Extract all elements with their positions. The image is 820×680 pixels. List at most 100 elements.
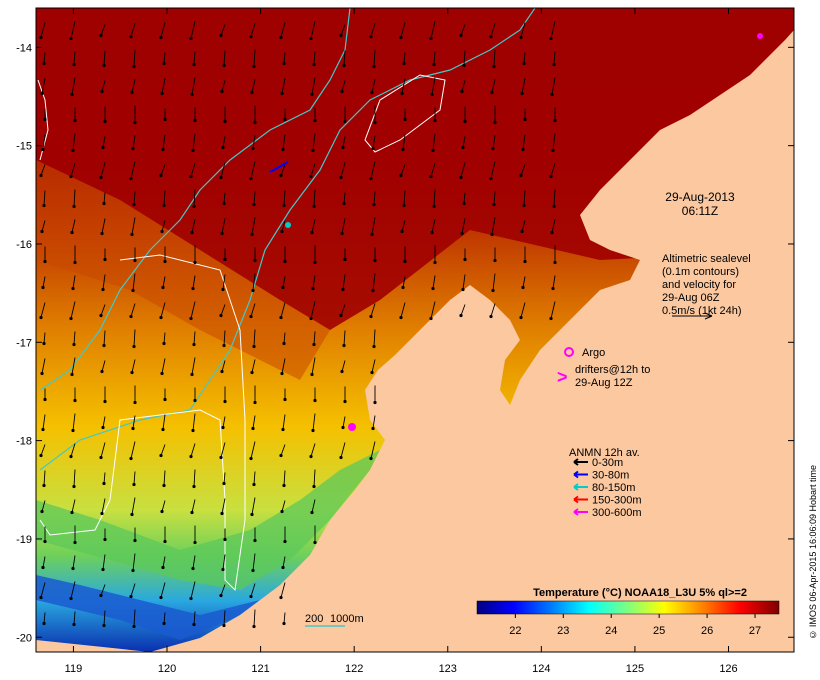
velocity-arrow-head: [460, 231, 464, 236]
velocity-arrow-head: [159, 315, 163, 320]
velocity-arrow-head: [103, 537, 107, 542]
velocity-arrow: [343, 330, 346, 346]
velocity-arrow-head: [100, 511, 104, 516]
velocity-arrow: [162, 414, 166, 430]
velocity-arrow: [520, 22, 526, 38]
velocity-arrow: [523, 190, 526, 206]
velocity-arrow: [403, 52, 406, 64]
velocity-arrow-head: [250, 370, 254, 375]
velocity-arrow: [133, 329, 136, 347]
velocity-arrow: [550, 163, 556, 177]
velocity-arrow-head: [133, 538, 137, 543]
altimetry-line1: Altimetric sealevel: [662, 253, 751, 265]
velocity-arrow-head: [340, 369, 344, 374]
velocity-arrow-head: [130, 90, 134, 95]
velocity-arrow-head: [73, 398, 77, 403]
velocity-arrow-head: [163, 539, 167, 544]
velocity-arrow-head: [430, 230, 434, 235]
velocity-arrow-head: [310, 92, 314, 97]
velocity-arrow-head: [402, 61, 406, 66]
velocity-arrow-head: [129, 176, 133, 181]
lon-tick-label: 125: [626, 663, 644, 675]
velocity-arrow: [40, 164, 46, 176]
velocity-arrow-head: [42, 621, 46, 626]
velocity-arrow: [462, 136, 466, 148]
velocity-arrow-head: [519, 173, 523, 178]
velocity-arrow: [250, 23, 256, 37]
velocity-arrow: [103, 330, 106, 346]
velocity-arrow: [522, 276, 526, 288]
velocity-arrow-head: [41, 285, 45, 290]
velocity-arrow: [341, 218, 346, 234]
velocity-arrow: [221, 498, 226, 514]
velocity-arrow-head: [39, 315, 43, 320]
velocity-arrow: [220, 304, 226, 316]
velocity-arrow: [133, 609, 136, 627]
velocity-arrow: [132, 273, 136, 291]
velocity-arrow-head: [313, 540, 317, 545]
velocity-arrow-head: [161, 427, 165, 432]
velocity-arrow: [103, 192, 106, 204]
velocity-arrow: [341, 360, 346, 372]
velocity-arrow-head: [402, 203, 406, 208]
velocity-arrow-head: [219, 455, 223, 460]
velocity-arrow: [131, 217, 136, 235]
velocity-arrow: [70, 301, 76, 319]
velocity-arrow: [491, 79, 496, 93]
velocity-arrow: [253, 329, 256, 347]
lon-tick-label: 121: [251, 663, 269, 675]
velocity-arrow-head: [129, 314, 133, 319]
velocity-arrow: [493, 191, 496, 205]
velocity-arrow-head: [429, 316, 433, 321]
velocity-arrow: [460, 24, 466, 36]
velocity-arrow-head: [221, 145, 225, 150]
velocity-arrow: [132, 553, 136, 571]
velocity-arrow-head: [69, 596, 73, 601]
velocity-arrow: [73, 469, 76, 487]
velocity-arrow-head: [222, 63, 226, 68]
velocity-arrow-head: [492, 202, 496, 207]
velocity-arrow-head: [252, 64, 256, 69]
velocity-arrow-head: [312, 342, 316, 347]
velocity-arrow-head: [101, 145, 105, 150]
velocity-arrow: [373, 191, 376, 205]
velocity-arrow: [100, 24, 106, 36]
velocity-arrow-head: [343, 399, 347, 404]
velocity-arrow-head: [73, 540, 77, 545]
velocity-arrow: [250, 161, 256, 179]
velocity-arrow-head: [71, 286, 75, 291]
lon-tick-label: 124: [532, 663, 550, 675]
velocity-arrow: [73, 189, 76, 207]
velocity-arrow-head: [313, 398, 317, 403]
velocity-arrow: [222, 416, 226, 428]
velocity-arrow-head: [283, 539, 287, 544]
velocity-arrow-head: [69, 174, 73, 179]
velocity-arrow: [340, 304, 346, 316]
velocity-arrow: [553, 51, 556, 65]
velocity-arrow: [373, 49, 376, 67]
velocity-arrow-head: [403, 117, 407, 122]
velocity-arrow-head: [429, 174, 433, 179]
velocity-arrow-head: [131, 146, 135, 151]
velocity-arrow-head: [163, 397, 167, 402]
velocity-arrow-head: [43, 539, 47, 544]
velocity-arrow-head: [222, 623, 226, 628]
velocity-arrow: [72, 413, 76, 431]
lat-tick-label: -18: [16, 436, 32, 448]
velocity-arrow-head: [311, 286, 315, 291]
velocity-arrow-head: [281, 285, 285, 290]
anmn-marker: [348, 423, 356, 431]
velocity-arrow-head: [341, 287, 345, 292]
velocity-arrow: [222, 274, 226, 290]
velocity-arrow-head: [279, 453, 283, 458]
velocity-arrow-head: [40, 371, 44, 376]
velocity-arrow-head: [73, 118, 77, 123]
velocity-arrow-head: [251, 288, 255, 293]
velocity-arrow: [101, 498, 106, 514]
velocity-arrow-head: [433, 118, 437, 123]
lat-tick-label: -16: [16, 239, 32, 251]
velocity-arrow-head: [369, 34, 373, 39]
colorbar: [476, 600, 780, 615]
